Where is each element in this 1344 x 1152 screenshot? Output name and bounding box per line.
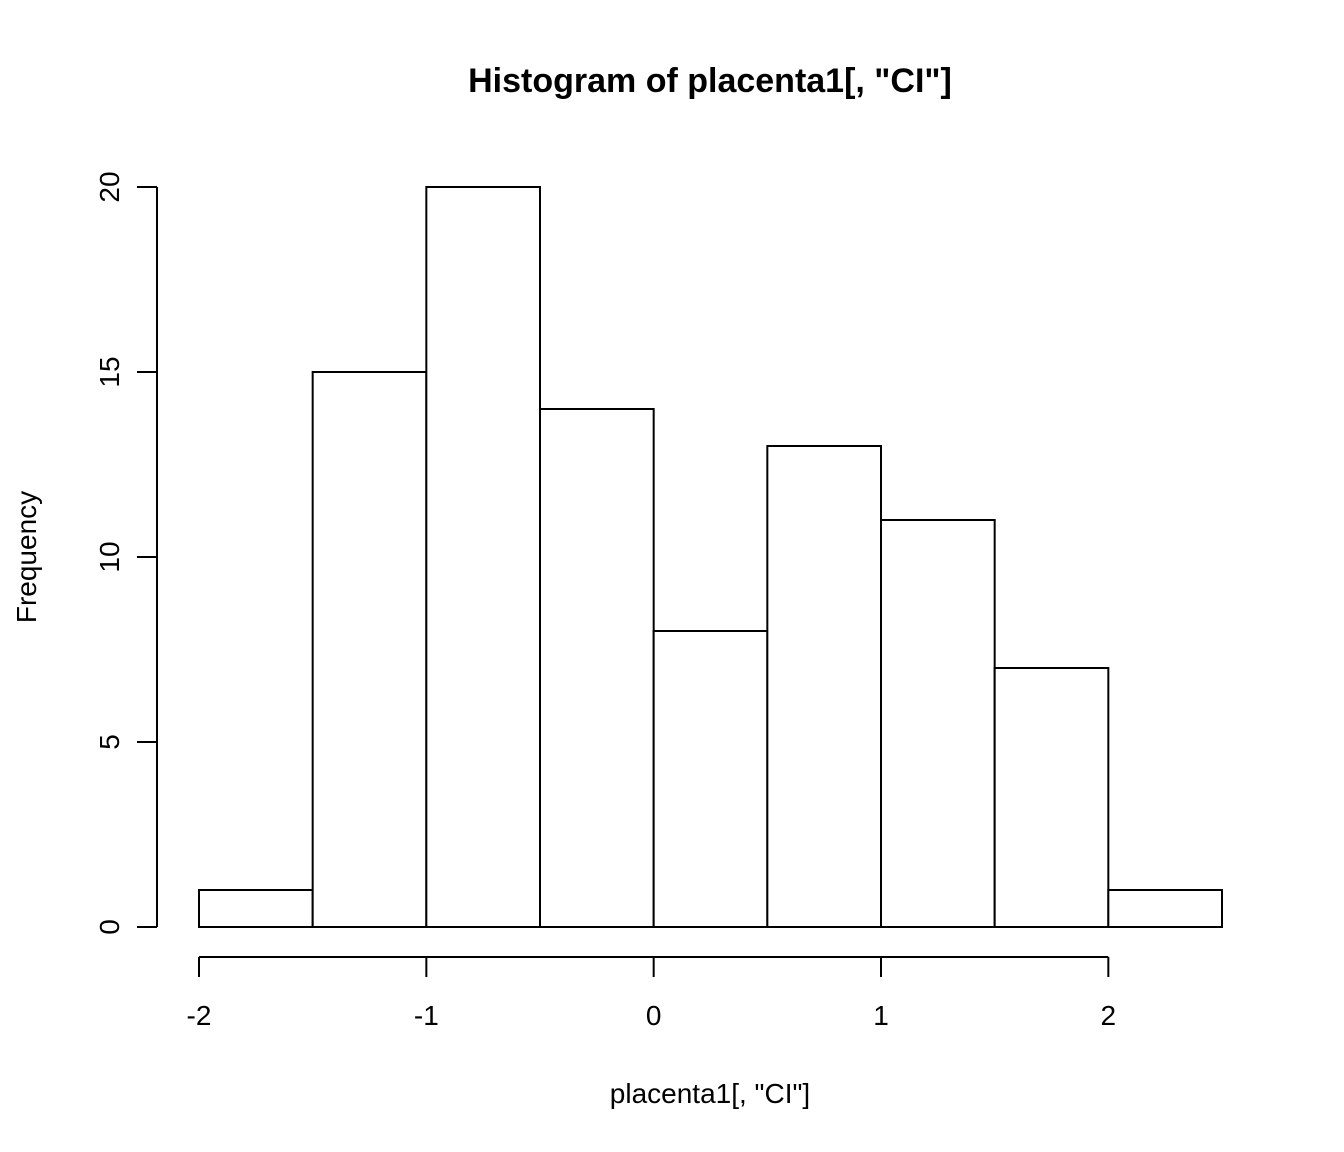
histogram-bar [539,408,655,928]
x-tick-label: 1 [873,1000,889,1031]
histogram-bar [198,889,314,928]
histogram-bar [652,630,769,928]
histogram-bars [198,186,1224,928]
chart-title: Histogram of placenta1[, "CI"] [468,62,952,100]
x-tick-label: 2 [1101,1000,1117,1031]
y-tick-label: 10 [94,541,125,572]
y-tick-label: 5 [94,734,125,750]
x-axis-label: placenta1[, "CI"] [610,1078,810,1109]
histogram-bar [880,519,996,928]
x-axis: -2 -1 0 1 2 [187,956,1117,1031]
y-tick-label: 15 [94,356,125,387]
histogram-bar [766,445,882,928]
histogram-bar [425,186,542,928]
histogram-bar [993,667,1110,928]
x-tick-label: 0 [646,1000,662,1031]
y-tick-label: 0 [94,919,125,935]
x-tick-label: -2 [187,1000,212,1031]
y-axis: 0 5 10 15 20 [94,171,158,935]
y-axis-label: Frequency [11,491,42,623]
y-tick-label: 20 [94,171,125,202]
histogram-bar [311,371,428,928]
x-tick-label: -1 [414,1000,439,1031]
histogram-bar [1107,889,1224,928]
